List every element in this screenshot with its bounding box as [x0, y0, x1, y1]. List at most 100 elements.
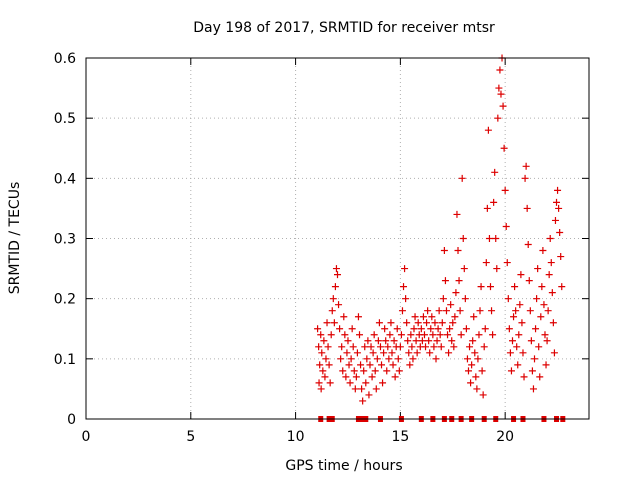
data-point [543, 337, 551, 345]
data-point [341, 331, 349, 339]
data-point [515, 331, 523, 339]
data-point [467, 379, 475, 387]
data-point [407, 331, 415, 339]
x-tick-label: 0 [82, 429, 91, 445]
data-point [537, 313, 545, 321]
data-point [339, 367, 347, 375]
data-point [454, 247, 462, 255]
data-point [438, 319, 446, 327]
data-point [546, 235, 554, 242]
plot-area [86, 58, 589, 419]
data-point [521, 174, 529, 182]
data-point [319, 367, 327, 375]
data-point [405, 349, 413, 357]
data-point [444, 331, 452, 339]
grid-lines [86, 58, 589, 419]
data-point [459, 235, 467, 242]
data-point [484, 126, 492, 134]
data-point [325, 361, 333, 369]
data-point [426, 349, 434, 357]
data-point [500, 144, 508, 152]
data-point [400, 283, 408, 291]
data-point [532, 325, 540, 333]
data-point [349, 343, 357, 351]
data-point [458, 174, 466, 182]
data-point [528, 367, 536, 375]
data-point [479, 391, 487, 399]
data-point [321, 373, 329, 381]
data-point [429, 331, 437, 339]
data-point [514, 361, 522, 369]
data-point [471, 349, 479, 357]
data-point [551, 216, 559, 224]
data-point [434, 325, 442, 333]
data-point [316, 361, 324, 369]
data-point [550, 349, 558, 357]
data-point [539, 247, 547, 255]
data-point [433, 337, 441, 345]
data-point [386, 331, 394, 339]
data-point [404, 337, 412, 345]
data-point [494, 114, 502, 122]
data-point [347, 355, 355, 363]
data-point [398, 307, 406, 315]
data-point [486, 283, 494, 291]
data-point [411, 313, 419, 321]
data-point [417, 325, 425, 333]
data-point [501, 186, 509, 194]
data-point [427, 325, 435, 333]
data-point [384, 343, 392, 351]
data-point [529, 385, 537, 393]
data-point [428, 313, 436, 321]
data-point [478, 367, 486, 375]
data-point [482, 259, 490, 267]
y-tick-label: 0.3 [54, 232, 76, 248]
plot-frame [85, 57, 590, 420]
data-point [336, 325, 344, 333]
data-point [419, 313, 427, 321]
data-point [549, 319, 557, 327]
data-point [320, 337, 328, 345]
data-point [557, 253, 565, 261]
data-point [475, 331, 483, 339]
data-point [507, 367, 515, 375]
data-point [505, 325, 513, 333]
data-point [476, 307, 484, 315]
data-point [462, 325, 470, 333]
data-point [442, 307, 450, 315]
data-point [337, 355, 345, 363]
data-point [457, 331, 465, 339]
data-point [323, 319, 331, 327]
data-point [509, 337, 517, 345]
data-point [372, 385, 380, 393]
data-point [332, 265, 340, 273]
data-point [497, 90, 505, 98]
data-point [401, 265, 409, 273]
data-point [517, 271, 525, 279]
data-point [502, 222, 510, 230]
data-point [499, 102, 507, 110]
data-point [493, 265, 501, 273]
y-tick-label: 0.6 [54, 51, 76, 67]
data-point [344, 337, 352, 345]
data-point [345, 361, 353, 369]
data-point [451, 313, 459, 321]
data-point [394, 355, 402, 363]
data-point [436, 331, 444, 339]
data-point [460, 265, 468, 273]
data-point [403, 319, 411, 327]
data-point [396, 343, 404, 351]
data-point [351, 385, 359, 393]
data-point [359, 397, 367, 405]
x-tick-label: 5 [186, 429, 195, 445]
data-point [410, 325, 418, 333]
data-point [553, 198, 561, 206]
data-point [510, 313, 518, 321]
data-point [548, 289, 556, 297]
data-point [365, 391, 373, 399]
data-point [367, 343, 375, 351]
y-tick-label: 0.4 [54, 171, 76, 187]
data-point [490, 198, 498, 206]
data-point [492, 235, 500, 242]
